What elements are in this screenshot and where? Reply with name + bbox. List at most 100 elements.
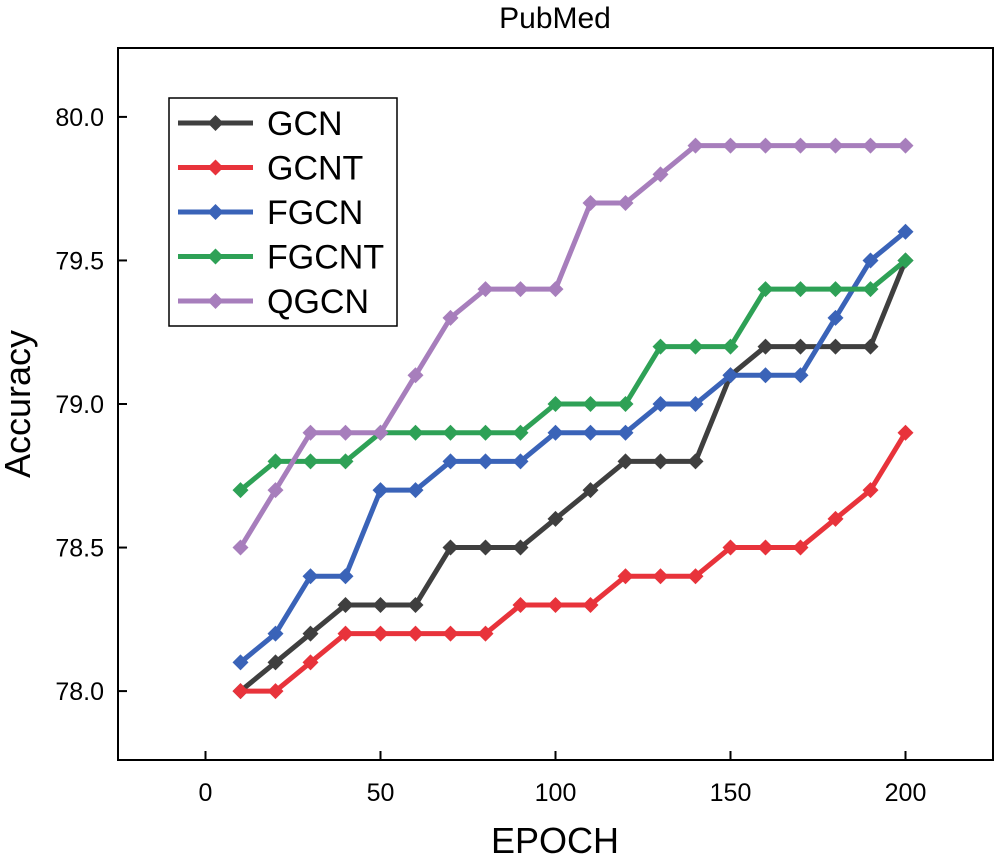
data-point-fgcnt: [827, 281, 844, 298]
data-point-qgcn: [687, 137, 704, 154]
data-point-gcn: [687, 453, 704, 470]
x-tick-label: 0: [199, 779, 213, 807]
data-point-gcnt: [757, 539, 774, 556]
data-point-gcn: [652, 453, 669, 470]
legend-marker-qgcn: [207, 293, 224, 309]
data-point-gcn: [267, 654, 284, 671]
y-tick-label: 78.5: [55, 535, 104, 563]
x-tick-label: 100: [535, 779, 577, 807]
data-point-gcnt: [232, 683, 249, 700]
data-point-gcnt: [407, 625, 424, 642]
data-point-fgcn: [337, 568, 354, 585]
data-point-qgcn: [862, 137, 879, 154]
data-point-qgcn: [722, 137, 739, 154]
legend-label-fgcnt: FGCNT: [267, 239, 384, 277]
data-point-gcnt: [582, 596, 599, 613]
legend-label-gcn: GCN: [267, 105, 343, 143]
data-point-fgcnt: [407, 424, 424, 441]
data-point-gcn: [512, 539, 529, 556]
data-point-fgcnt: [862, 281, 879, 298]
series-line-gcnt: [240, 431, 908, 694]
data-point-gcnt: [827, 510, 844, 527]
data-point-fgcn: [862, 252, 879, 269]
data-point-qgcn: [617, 195, 634, 212]
legend-marker-gcnt: [207, 159, 224, 176]
data-point-qgcn: [302, 424, 319, 441]
data-point-fgcn: [302, 568, 319, 585]
data-point-qgcn: [582, 195, 599, 212]
data-point-fgcnt: [687, 338, 704, 355]
data-point-gcn: [792, 338, 809, 355]
data-point-fgcn: [477, 453, 494, 470]
data-point-qgcn: [827, 137, 844, 154]
legend-label-qgcn: QGCN: [267, 283, 369, 321]
data-point-fgcn: [617, 424, 634, 441]
data-point-qgcn: [897, 137, 914, 154]
legend: GCN GCNT FGCN FGCNT QGCN: [168, 97, 398, 327]
data-point-fgcnt: [477, 424, 494, 441]
data-point-gcn: [582, 482, 599, 499]
data-point-fgcn: [232, 654, 249, 671]
data-point-fgcn: [582, 424, 599, 441]
data-point-qgcn: [372, 424, 389, 441]
y-tick-label: 79.0: [55, 391, 104, 419]
data-point-fgcnt: [582, 396, 599, 412]
data-point-gcn: [547, 510, 564, 527]
chart-title: PubMed: [499, 2, 611, 35]
data-point-gcnt: [477, 625, 494, 642]
data-point-fgcn: [722, 367, 739, 384]
data-point-fgcn: [687, 396, 704, 412]
data-point-fgcn: [757, 367, 774, 384]
series-qgcn: [232, 137, 914, 556]
data-point-fgcn: [267, 625, 284, 642]
data-point-gcn: [477, 539, 494, 556]
data-point-qgcn: [652, 166, 669, 183]
data-point-gcnt: [792, 539, 809, 556]
data-point-qgcn: [232, 539, 249, 556]
legend-marker-gcn: [207, 115, 224, 131]
y-tick-label: 80.0: [55, 104, 104, 132]
data-point-fgcn: [512, 453, 529, 470]
data-point-gcnt: [372, 625, 389, 642]
series-layer: [232, 137, 914, 700]
y-axis: 78.0 78.5 79.0 79.5 80.0: [55, 104, 127, 706]
legend-marker-fgcnt: [207, 248, 224, 265]
x-tick-label: 50: [367, 779, 395, 807]
data-point-gcnt: [547, 596, 564, 613]
data-point-gcn: [757, 338, 774, 355]
data-point-gcnt: [337, 625, 354, 642]
y-tick-label: 78.0: [55, 678, 104, 706]
data-point-gcnt: [652, 568, 669, 585]
data-point-fgcn: [547, 424, 564, 441]
data-point-qgcn: [757, 137, 774, 154]
data-point-gcnt: [302, 654, 319, 671]
y-tick-label: 79.5: [55, 247, 104, 275]
data-point-fgcnt: [232, 482, 249, 499]
series-fgcnt: [232, 252, 914, 499]
data-point-gcnt: [617, 568, 634, 585]
data-point-fgcnt: [757, 281, 774, 298]
x-axis: 0 50 100 150 200: [199, 751, 926, 807]
data-point-fgcnt: [337, 453, 354, 470]
legend-label-fgcn: FGCN: [267, 194, 363, 232]
legend-entry-gcn: GCN: [178, 105, 343, 143]
y-axis-label: Accuracy: [0, 330, 38, 478]
data-point-gcnt: [722, 539, 739, 556]
data-point-fgcn: [792, 367, 809, 384]
data-point-gcn: [407, 596, 424, 613]
data-point-fgcnt: [617, 396, 634, 412]
data-point-fgcnt: [267, 453, 284, 470]
data-point-fgcn: [827, 309, 844, 326]
data-point-fgcnt: [302, 453, 319, 470]
legend-label-gcnt: GCNT: [267, 150, 363, 188]
data-point-qgcn: [792, 137, 809, 154]
data-point-fgcn: [897, 223, 914, 240]
data-point-gcnt: [687, 568, 704, 585]
data-point-qgcn: [267, 482, 284, 499]
data-point-fgcn: [652, 396, 669, 412]
series-gcn: [232, 252, 914, 700]
data-point-gcn: [442, 539, 459, 556]
legend-marker-fgcn: [207, 204, 224, 220]
data-point-fgcn: [442, 453, 459, 470]
